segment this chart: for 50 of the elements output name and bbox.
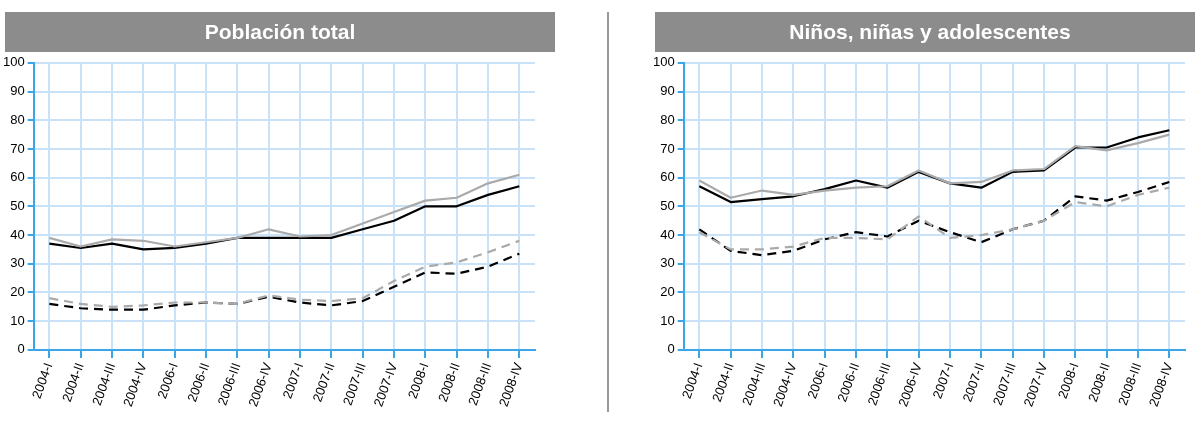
y-tick-label: 20 [660, 284, 675, 300]
x-tick-label: 2006-III [214, 360, 244, 408]
y-tick-label: 40 [660, 226, 675, 242]
x-tick-label: 2004-II [708, 360, 737, 404]
line-series [698, 186, 1171, 251]
x-tick-label: 2006-III [864, 360, 894, 408]
x-tick-label: 2006-II [834, 360, 863, 404]
x-tick-label: 2007-I [279, 360, 307, 401]
y-tick-label: 60 [660, 169, 675, 185]
x-tick-label: 2004-I [28, 360, 56, 401]
x-tick-label: 2004-II [58, 360, 87, 404]
x-tick-label: 2007-II [309, 360, 338, 404]
x-tick-label: 2008-I [1054, 360, 1082, 401]
y-tick-label: 50 [10, 197, 25, 213]
y-tick-label: 30 [660, 255, 675, 271]
y-tick-label: 90 [660, 83, 675, 99]
x-tick-label: 2008-I [404, 360, 432, 401]
y-tick-label: 80 [10, 111, 25, 127]
chart-title: Población total [5, 12, 555, 52]
x-tick-label: 2007-I [929, 360, 957, 401]
line-series [48, 239, 521, 308]
y-tick-label: 50 [660, 197, 675, 213]
y-tick-label: 100 [2, 54, 25, 70]
x-tick-label: 2006-I [804, 360, 831, 401]
x-tick-label: 2004-I [678, 360, 706, 401]
y-tick-label: 10 [10, 312, 25, 328]
y-tick-label: 20 [10, 284, 25, 300]
x-tick-label: 2007-II [959, 360, 988, 404]
y-tick-label: 70 [10, 140, 25, 156]
y-tick-label: 10 [660, 312, 675, 328]
x-tick-label: 2006-II [184, 360, 213, 404]
y-tick-label: 90 [10, 83, 25, 99]
line-series [698, 180, 1171, 257]
y-tick-label: 100 [652, 54, 675, 70]
line-series [48, 252, 521, 311]
x-tick-label: 2006-I [154, 360, 181, 401]
y-tick-label: 70 [660, 140, 675, 156]
x-tick-label: 2008-II [1084, 360, 1113, 404]
y-tick-label: 30 [10, 255, 25, 271]
y-tick-label: 80 [660, 111, 675, 127]
x-tick-label: 2006-IV [245, 360, 275, 409]
y-tick-label: 0 [17, 341, 25, 357]
y-tick-label: 40 [10, 226, 25, 242]
x-tick-label: 2006-IV [895, 360, 925, 409]
y-tick-label: 60 [10, 169, 25, 185]
x-tick-label: 2007-IV [1020, 360, 1051, 409]
x-tick-label: 2008-II [434, 360, 463, 404]
chart-title: Niños, niñas y adolescentes [655, 12, 1195, 52]
x-tick-label: 2007-IV [370, 360, 401, 409]
y-tick-label: 0 [667, 341, 675, 357]
